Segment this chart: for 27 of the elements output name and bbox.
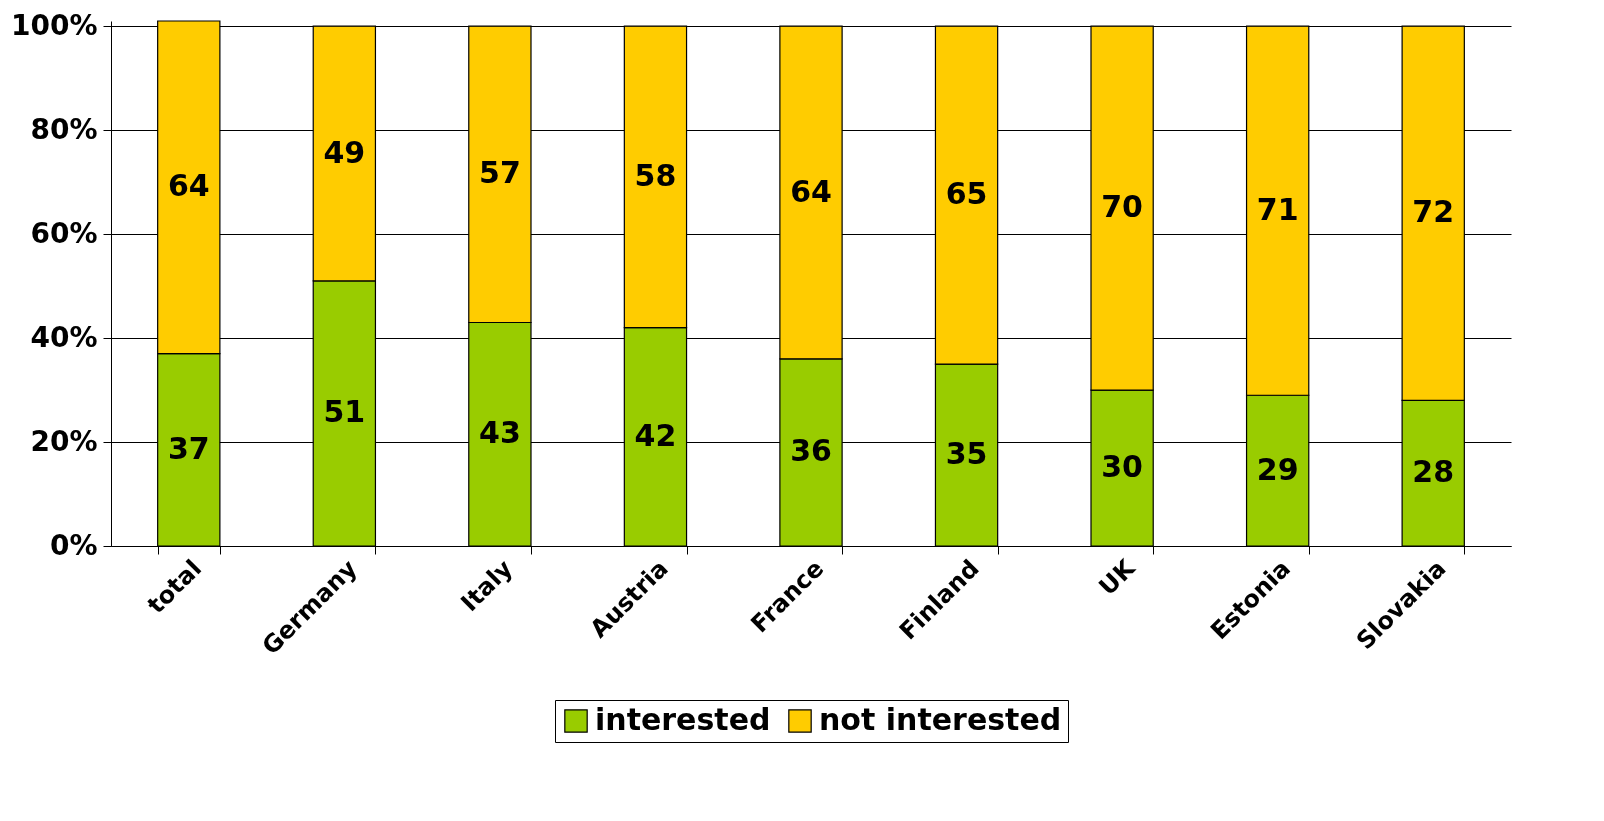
data-label: 35 bbox=[945, 436, 988, 472]
data-label: 70 bbox=[1101, 189, 1143, 225]
data-label: 36 bbox=[790, 433, 832, 469]
data-label: 72 bbox=[1412, 194, 1455, 230]
y-tick-label: 60% bbox=[30, 216, 98, 250]
data-label: 30 bbox=[1101, 449, 1143, 485]
data-label: 37 bbox=[167, 430, 210, 466]
data-label: 65 bbox=[945, 176, 988, 212]
x-tick-label: UK bbox=[1093, 553, 1142, 602]
data-label: 49 bbox=[323, 134, 366, 170]
y-tick-label: 20% bbox=[30, 424, 98, 458]
data-label: 42 bbox=[634, 417, 677, 453]
data-label: 28 bbox=[1412, 454, 1455, 490]
y-tick-label: 80% bbox=[30, 112, 98, 146]
y-tick-label: 100% bbox=[10, 8, 98, 42]
data-label: 57 bbox=[479, 155, 521, 191]
data-label: 51 bbox=[323, 394, 366, 430]
data-label: 71 bbox=[1256, 191, 1299, 227]
data-label: 64 bbox=[790, 173, 832, 209]
data-label: 43 bbox=[479, 415, 521, 451]
data-label: 58 bbox=[634, 157, 677, 193]
data-label: 29 bbox=[1256, 451, 1299, 487]
data-label: 64 bbox=[167, 168, 210, 204]
y-tick-label: 40% bbox=[30, 320, 98, 354]
y-tick-label: 0% bbox=[49, 528, 98, 562]
legend-label: interested bbox=[595, 702, 771, 737]
legend-label: not interested bbox=[819, 702, 1062, 737]
